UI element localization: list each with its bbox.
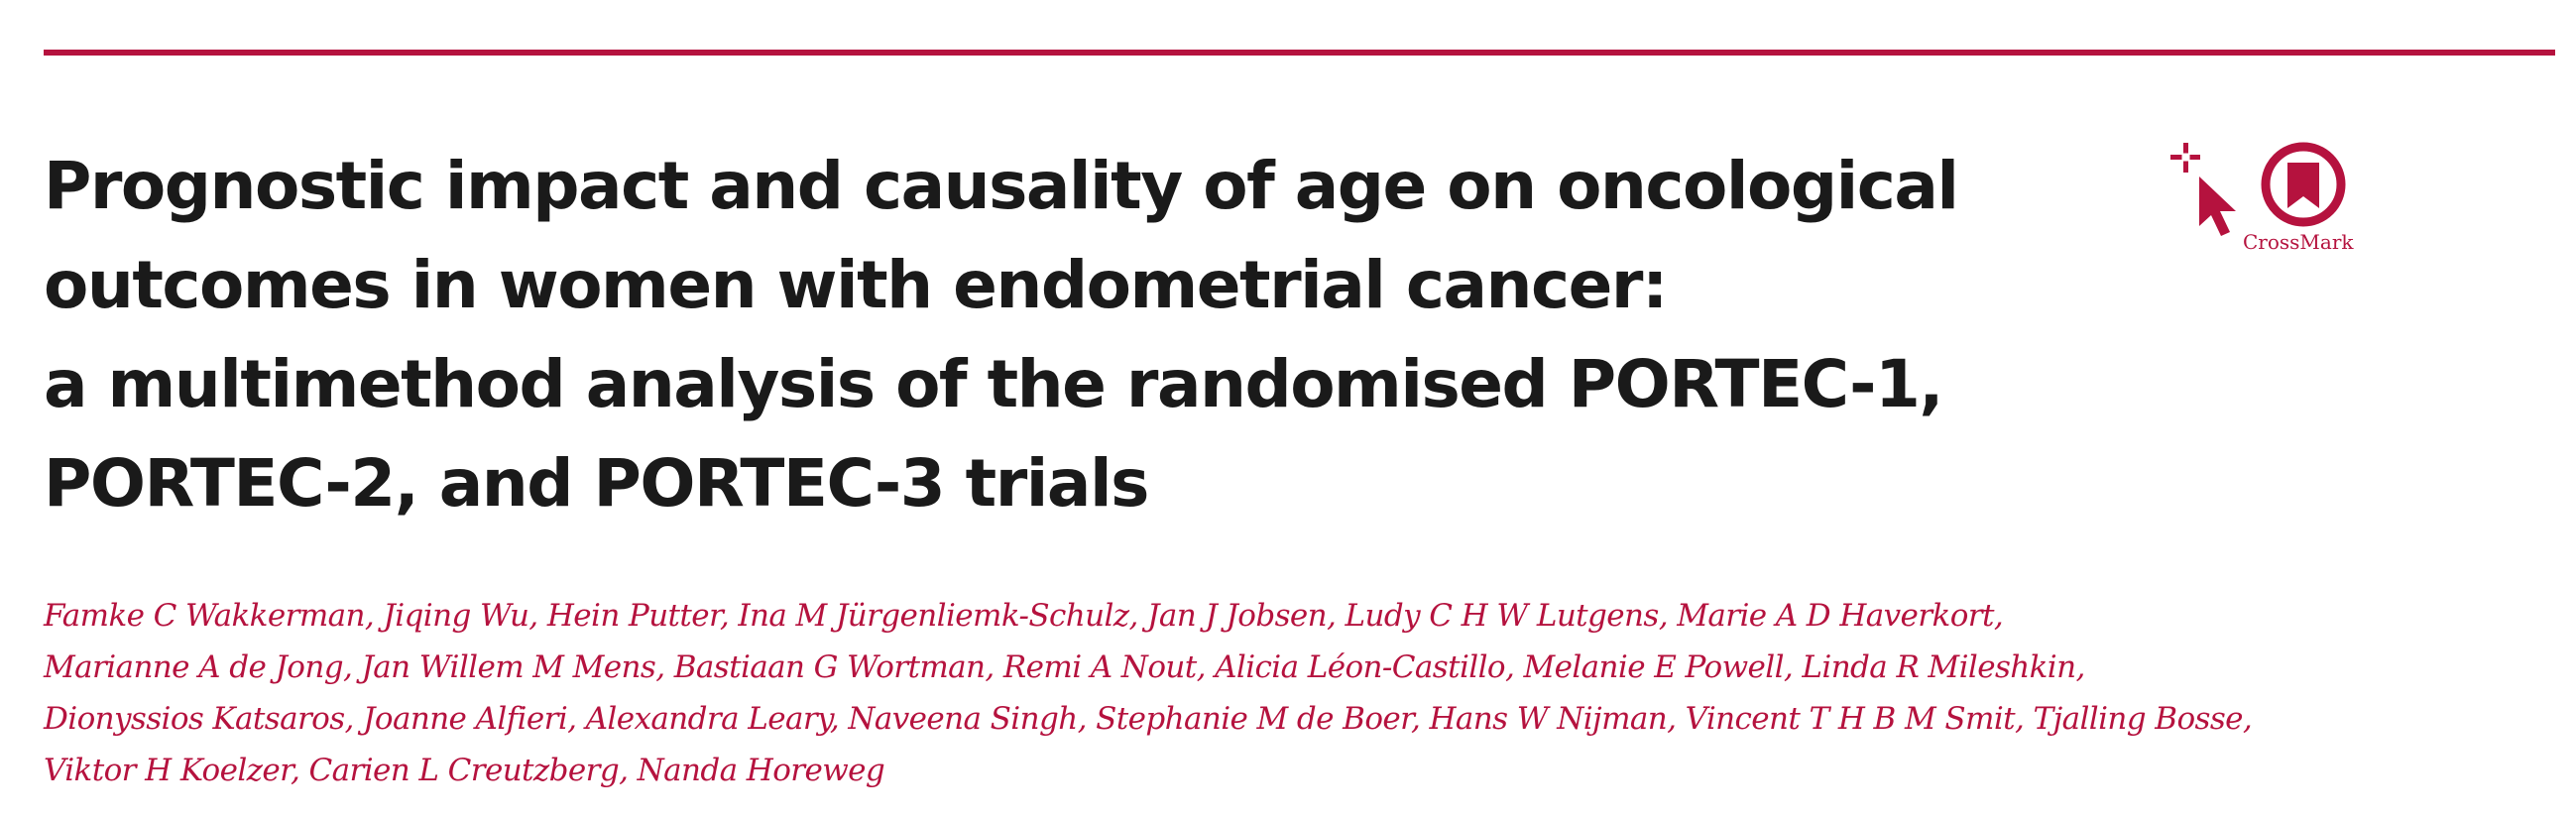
author-list: Famke C Wakkerman, Jiqing Wu, Hein Putte… bbox=[44, 590, 2253, 796]
crossmark-label: CrossMark bbox=[2243, 230, 2354, 254]
title-line: PORTEC-2, and PORTEC-3 trials bbox=[44, 445, 1149, 522]
title-line: outcomes in women with endometrial cance… bbox=[44, 247, 1668, 323]
author-line: Famke C Wakkerman, Jiqing Wu, Hein Putte… bbox=[44, 598, 2004, 634]
top-rule bbox=[44, 50, 2555, 56]
title-line: a multimethod analysis of the randomised… bbox=[44, 346, 1944, 422]
crossmark-badge[interactable]: CrossMark bbox=[2162, 139, 2360, 258]
author-line: Viktor H Koelzer, Carien L Creutzberg, N… bbox=[44, 753, 885, 788]
author-line: Marianne A de Jong, Jan Willem M Mens, B… bbox=[44, 649, 2085, 685]
title-line: Prognostic impact and causality of age o… bbox=[44, 148, 1959, 224]
author-line: Dionyssios Katsaros, Joanne Alfieri, Ale… bbox=[44, 701, 2253, 737]
article-title: Prognostic impact and causality of age o… bbox=[44, 137, 2027, 533]
crossmark-icon bbox=[2170, 142, 2346, 236]
